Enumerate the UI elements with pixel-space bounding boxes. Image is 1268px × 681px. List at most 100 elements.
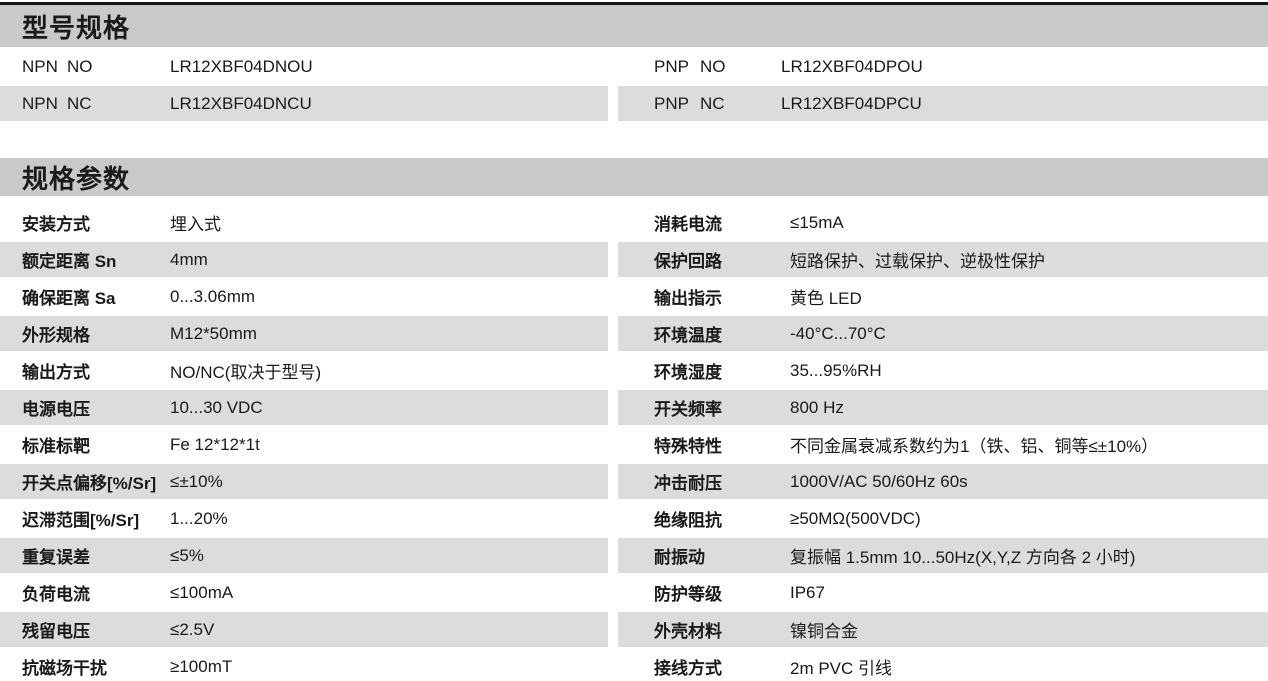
- spec-cell-right: 开关频率 800 Hz: [618, 390, 1268, 425]
- column-gutter: [608, 649, 618, 681]
- spec-value: -40°C...70°C: [790, 323, 886, 343]
- spec-label: 特殊特性: [654, 437, 722, 456]
- output-state: NC: [700, 93, 725, 113]
- output-polarity: PNP: [654, 93, 689, 113]
- spec-cell-right: 保护回路 短路保护、过载保护、逆极性保护: [618, 242, 1268, 277]
- spec-row: 确保距离 Sa 0...3.06mm 输出指示 黄色 LED: [0, 279, 1268, 314]
- spec-cell-left: 开关点偏移[%/Sr] ≤±10%: [0, 464, 608, 499]
- output-state: NO: [700, 56, 726, 76]
- spec-value: ≤15mA: [790, 212, 844, 232]
- spec-row: 迟滞范围[%/Sr] 1...20% 绝缘阻抗 ≥50MΩ(500VDC): [0, 501, 1268, 536]
- spec-row: 额定距离 Sn 4mm 保护回路 短路保护、过载保护、逆极性保护: [0, 242, 1268, 277]
- column-gutter: [608, 464, 618, 499]
- spec-value: 4mm: [170, 249, 208, 269]
- spec-cell-left: 电源电压 10...30 VDC: [0, 390, 608, 425]
- spec-row: 电源电压 10...30 VDC 开关频率 800 Hz: [0, 390, 1268, 425]
- spec-row: 开关点偏移[%/Sr] ≤±10% 冲击耐压 1000V/AC 50/60Hz …: [0, 464, 1268, 499]
- spec-cell-right: 绝缘阻抗 ≥50MΩ(500VDC): [618, 501, 1268, 536]
- spec-row: 重复误差 ≤5% 耐振动 复振幅 1.5mm 10...50Hz(X,Y,Z 方…: [0, 538, 1268, 573]
- spec-value: 10...30 VDC: [170, 397, 263, 417]
- column-gutter: [608, 242, 618, 277]
- spec-value: 埋入式: [170, 215, 221, 234]
- spec-cell-left: 确保距离 Sa 0...3.06mm: [0, 279, 608, 314]
- spec-label: 抗磁场干扰: [22, 659, 107, 678]
- spec-value: 镍铜合金: [790, 622, 858, 641]
- output-polarity: PNP: [654, 56, 689, 76]
- spec-cell-left: 外形规格 M12*50mm: [0, 316, 608, 351]
- column-gutter: [608, 538, 618, 573]
- spec-table: 安装方式 埋入式 消耗电流 ≤15mA 额定距离 Sn 4mm 保护回路 短路保…: [0, 205, 1268, 681]
- output-state: NO: [67, 56, 93, 76]
- spec-label: 电源电压: [22, 400, 90, 419]
- model-cell-left: NPN NC LR12XBF04DNCU: [0, 86, 608, 121]
- column-gutter: [608, 316, 618, 351]
- column-gutter: [608, 353, 618, 388]
- output-state: NC: [67, 93, 92, 113]
- spec-value: ≤5%: [170, 545, 204, 565]
- spec-value: 800 Hz: [790, 397, 844, 417]
- spec-label: 环境温度: [654, 326, 722, 345]
- spec-label: 重复误差: [22, 548, 90, 567]
- model-cell-right: PNP NC LR12XBF04DPCU: [618, 86, 1268, 121]
- spec-value: 1000V/AC 50/60Hz 60s: [790, 471, 968, 491]
- spec-cell-left: 重复误差 ≤5%: [0, 538, 608, 573]
- spec-row: 抗磁场干扰 ≥100mT 接线方式 2m PVC 引线: [0, 649, 1268, 681]
- spec-label: 环境湿度: [654, 363, 722, 382]
- output-polarity: NPN: [22, 93, 58, 113]
- spec-label: 负荷电流: [22, 585, 90, 604]
- spec-label: 外形规格: [22, 326, 90, 345]
- model-number: LR12XBF04DPOU: [781, 56, 923, 76]
- spec-row: 外形规格 M12*50mm 环境温度 -40°C...70°C: [0, 316, 1268, 351]
- spec-value: 2m PVC 引线: [790, 659, 893, 678]
- spec-cell-right: 消耗电流 ≤15mA: [618, 205, 1268, 240]
- spec-label: 开关点偏移[%/Sr]: [22, 474, 157, 493]
- spec-value: 不同金属衰减系数约为1（铁、铝、铜等≤±10%）: [790, 437, 1159, 456]
- spec-label: 绝缘阻抗: [654, 511, 722, 530]
- spec-value: ≤100mA: [170, 582, 234, 602]
- spec-row: 负荷电流 ≤100mA 防护等级 IP67: [0, 575, 1268, 610]
- model-cell-left: NPN NO LR12XBF04DNOU: [0, 49, 608, 84]
- spec-label: 安装方式: [22, 215, 90, 234]
- spec-label: 保护回路: [654, 252, 722, 271]
- spec-cell-left: 输出方式 NO/NC(取决于型号): [0, 353, 608, 388]
- column-gutter: [608, 390, 618, 425]
- spec-label: 额定距离 Sn: [22, 252, 117, 271]
- spec-label: 残留电压: [22, 622, 90, 641]
- spec-label: 输出指示: [654, 289, 722, 308]
- spec-cell-left: 标准标靶 Fe 12*12*1t: [0, 427, 608, 462]
- spec-cell-right: 冲击耐压 1000V/AC 50/60Hz 60s: [618, 464, 1268, 499]
- spec-cell-left: 安装方式 埋入式: [0, 205, 608, 240]
- spec-label: 确保距离 Sa: [22, 289, 116, 308]
- spec-value: M12*50mm: [170, 323, 257, 343]
- spec-label: 输出方式: [22, 363, 90, 382]
- spec-label: 消耗电流: [654, 215, 722, 234]
- model-number: LR12XBF04DPCU: [781, 93, 922, 113]
- spec-value: NO/NC(取决于型号): [170, 363, 322, 382]
- spec-value: Fe 12*12*1t: [170, 434, 260, 454]
- column-gutter: [608, 49, 618, 84]
- spec-label: 外壳材料: [654, 622, 722, 641]
- spec-cell-right: 环境温度 -40°C...70°C: [618, 316, 1268, 351]
- model-table: NPN NO LR12XBF04DNOU PNP NO LR12XBF04DPO…: [0, 49, 1268, 121]
- spec-cell-left: 残留电压 ≤2.5V: [0, 612, 608, 647]
- spec-label: 开关频率: [654, 400, 722, 419]
- spec-cell-right: 外壳材料 镍铜合金: [618, 612, 1268, 647]
- model-cell-right: PNP NO LR12XBF04DPOU: [618, 49, 1268, 84]
- spec-cell-right: 输出指示 黄色 LED: [618, 279, 1268, 314]
- spec-row: 输出方式 NO/NC(取决于型号) 环境湿度 35...95%RH: [0, 353, 1268, 388]
- spec-value: ≤2.5V: [170, 619, 215, 639]
- spec-value: 0...3.06mm: [170, 286, 256, 306]
- model-number: LR12XBF04DNOU: [170, 56, 313, 76]
- spec-label: 耐振动: [654, 548, 705, 567]
- spec-row: 安装方式 埋入式 消耗电流 ≤15mA: [0, 205, 1268, 240]
- spec-section-title: 规格参数: [0, 158, 1268, 196]
- spec-value: ≤±10%: [170, 471, 223, 491]
- output-polarity: NPN: [22, 56, 58, 76]
- column-gutter: [608, 501, 618, 536]
- spec-label: 冲击耐压: [654, 474, 722, 493]
- column-gutter: [608, 612, 618, 647]
- spec-cell-left: 迟滞范围[%/Sr] 1...20%: [0, 501, 608, 536]
- spec-value: ≥50MΩ(500VDC): [790, 508, 921, 528]
- model-section-title: 型号规格: [0, 5, 1268, 47]
